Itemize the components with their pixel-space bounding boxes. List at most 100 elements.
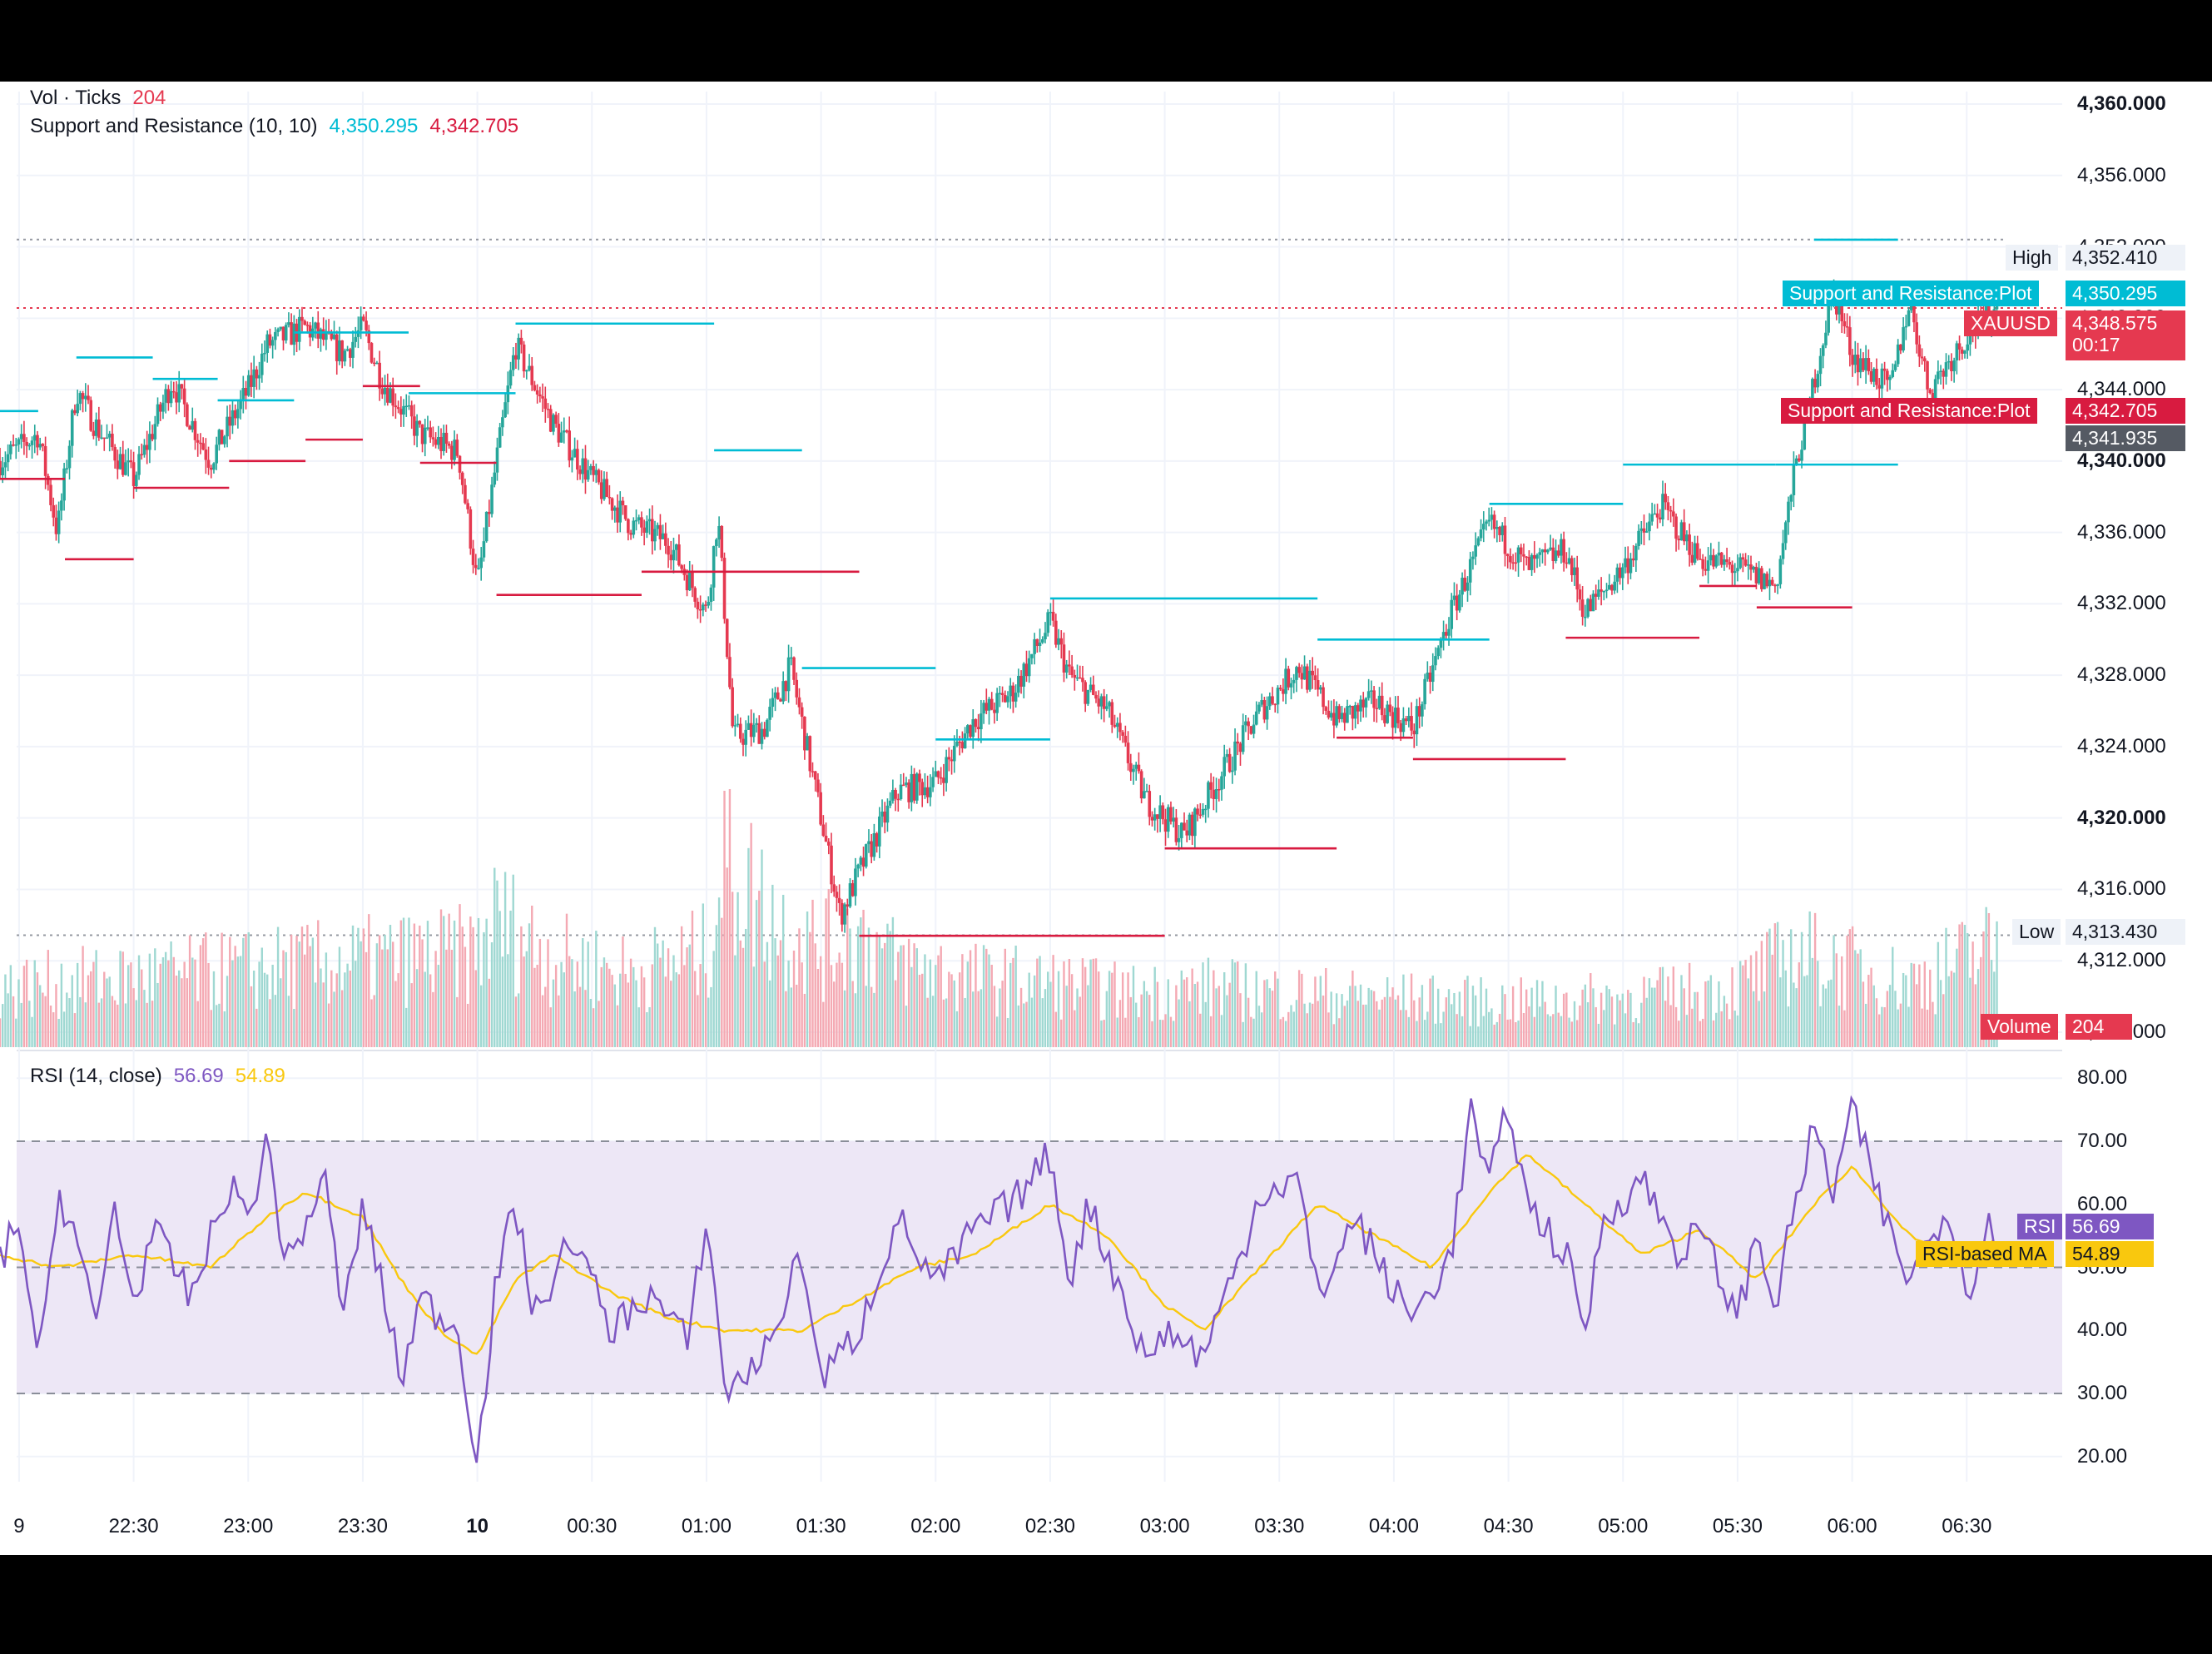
time-tick-label: 22:30 bbox=[108, 1515, 159, 1537]
volume-bar bbox=[1306, 1013, 1308, 1047]
symbol-price-value: 4,348.575 bbox=[2072, 312, 2158, 334]
volume-bar bbox=[1771, 954, 1773, 1047]
candle-body bbox=[22, 434, 26, 442]
rsi-legend[interactable]: RSI (14, close) 56.69 54.89 bbox=[30, 1065, 297, 1088]
candle-body bbox=[49, 484, 52, 505]
volume-bar bbox=[1736, 1015, 1739, 1047]
volume-bar bbox=[113, 1000, 117, 1047]
candle-body bbox=[1770, 579, 1774, 585]
candle-body bbox=[1217, 788, 1221, 791]
candle-body bbox=[1714, 555, 1719, 567]
volume-bar bbox=[76, 962, 79, 1047]
volume-bar bbox=[360, 941, 362, 1047]
candle-body bbox=[89, 400, 93, 431]
candle-body bbox=[971, 718, 975, 738]
candle-body bbox=[1723, 559, 1726, 565]
volume-bar bbox=[135, 1000, 138, 1047]
candle-body bbox=[568, 430, 572, 461]
candle-body bbox=[1875, 368, 1878, 385]
candle-body bbox=[177, 384, 181, 403]
candle-body bbox=[1886, 370, 1889, 380]
candle-body bbox=[1009, 685, 1013, 697]
volume-bar bbox=[490, 942, 493, 1047]
volume-bar bbox=[870, 986, 873, 1047]
candle-body bbox=[175, 392, 178, 403]
rsi-legend-ma-value: 54.89 bbox=[235, 1065, 285, 1087]
candle-body bbox=[1851, 355, 1854, 365]
candle-body bbox=[848, 883, 852, 907]
volume-bar bbox=[62, 1011, 66, 1047]
volume-legend[interactable]: Vol · Ticks 204 bbox=[30, 87, 177, 110]
volume-bar bbox=[1341, 994, 1343, 1047]
candle-body bbox=[1717, 552, 1721, 556]
candle-body bbox=[1813, 379, 1817, 388]
volume-bar bbox=[1555, 986, 1557, 1047]
volume-bar bbox=[1974, 984, 1977, 1047]
volume-bar bbox=[589, 998, 593, 1047]
volume-bar bbox=[525, 951, 528, 1047]
candle-body bbox=[738, 723, 742, 739]
volume-bar bbox=[1833, 935, 1835, 1047]
candle-body bbox=[471, 549, 475, 565]
candle-body bbox=[1452, 595, 1456, 600]
volume-bar bbox=[1597, 1023, 1600, 1047]
candle-body bbox=[1265, 706, 1269, 720]
volume-bar bbox=[907, 938, 910, 1047]
volume-bar bbox=[1242, 1021, 1244, 1047]
candle-body bbox=[533, 385, 537, 390]
candle-body bbox=[292, 323, 296, 345]
candle-body bbox=[623, 505, 627, 519]
candle-body bbox=[92, 430, 96, 436]
volume-bar bbox=[466, 1003, 469, 1047]
candle-body bbox=[830, 845, 833, 885]
volume-bar bbox=[1763, 991, 1766, 1047]
volume-bar bbox=[554, 965, 558, 1047]
volume-bar bbox=[1789, 929, 1793, 1047]
volume-bar bbox=[1381, 999, 1383, 1047]
volume-bar bbox=[1800, 931, 1803, 1047]
candle-body bbox=[297, 316, 301, 342]
volume-bar bbox=[1720, 1011, 1723, 1047]
candle-body bbox=[1701, 559, 1704, 569]
candle-body bbox=[319, 329, 323, 339]
candle-body bbox=[1864, 358, 1867, 370]
candle-body bbox=[276, 329, 280, 332]
volume-bar bbox=[1576, 1020, 1579, 1047]
candle-body bbox=[1658, 517, 1662, 520]
candle-body bbox=[920, 782, 925, 796]
volume-bar bbox=[12, 996, 15, 1047]
volume-bar bbox=[137, 955, 141, 1047]
rsi-line bbox=[0, 1095, 1995, 1463]
volume-bar bbox=[1530, 987, 1533, 1047]
volume-bar bbox=[897, 951, 900, 1047]
volume-bar bbox=[1394, 999, 1396, 1047]
candle-body bbox=[148, 434, 151, 450]
rsi-tick-label: 20.00 bbox=[2077, 1444, 2128, 1468]
volume-bar bbox=[461, 926, 464, 1047]
volume-bar bbox=[1862, 981, 1865, 1047]
candle-body bbox=[14, 445, 18, 446]
volume-bar bbox=[1709, 975, 1713, 1047]
sr-legend[interactable]: Support and Resistance (10, 10) 4,350.295… bbox=[30, 115, 530, 138]
volume-bar bbox=[827, 889, 830, 1047]
volume-bar bbox=[365, 951, 368, 1047]
volume-bar bbox=[351, 925, 355, 1047]
volume-bar bbox=[734, 955, 737, 1047]
volume-bar bbox=[1447, 989, 1451, 1047]
volume-bar bbox=[1464, 980, 1466, 1047]
candle-body bbox=[1752, 566, 1756, 570]
candle-body bbox=[1377, 695, 1381, 709]
volume-bar bbox=[1539, 1006, 1541, 1047]
volume-bar bbox=[1343, 1006, 1346, 1047]
candle-body bbox=[340, 340, 344, 362]
high-tag-label: High bbox=[2006, 245, 2059, 271]
volume-bar bbox=[836, 962, 838, 1047]
volume-bar bbox=[1846, 935, 1848, 1047]
candle-body bbox=[760, 728, 764, 744]
candle-body bbox=[1014, 693, 1018, 702]
volume-bar bbox=[1905, 975, 1907, 1047]
candle-body bbox=[1391, 712, 1395, 728]
volume-bar bbox=[1188, 1001, 1191, 1047]
candle-body bbox=[1091, 684, 1095, 695]
